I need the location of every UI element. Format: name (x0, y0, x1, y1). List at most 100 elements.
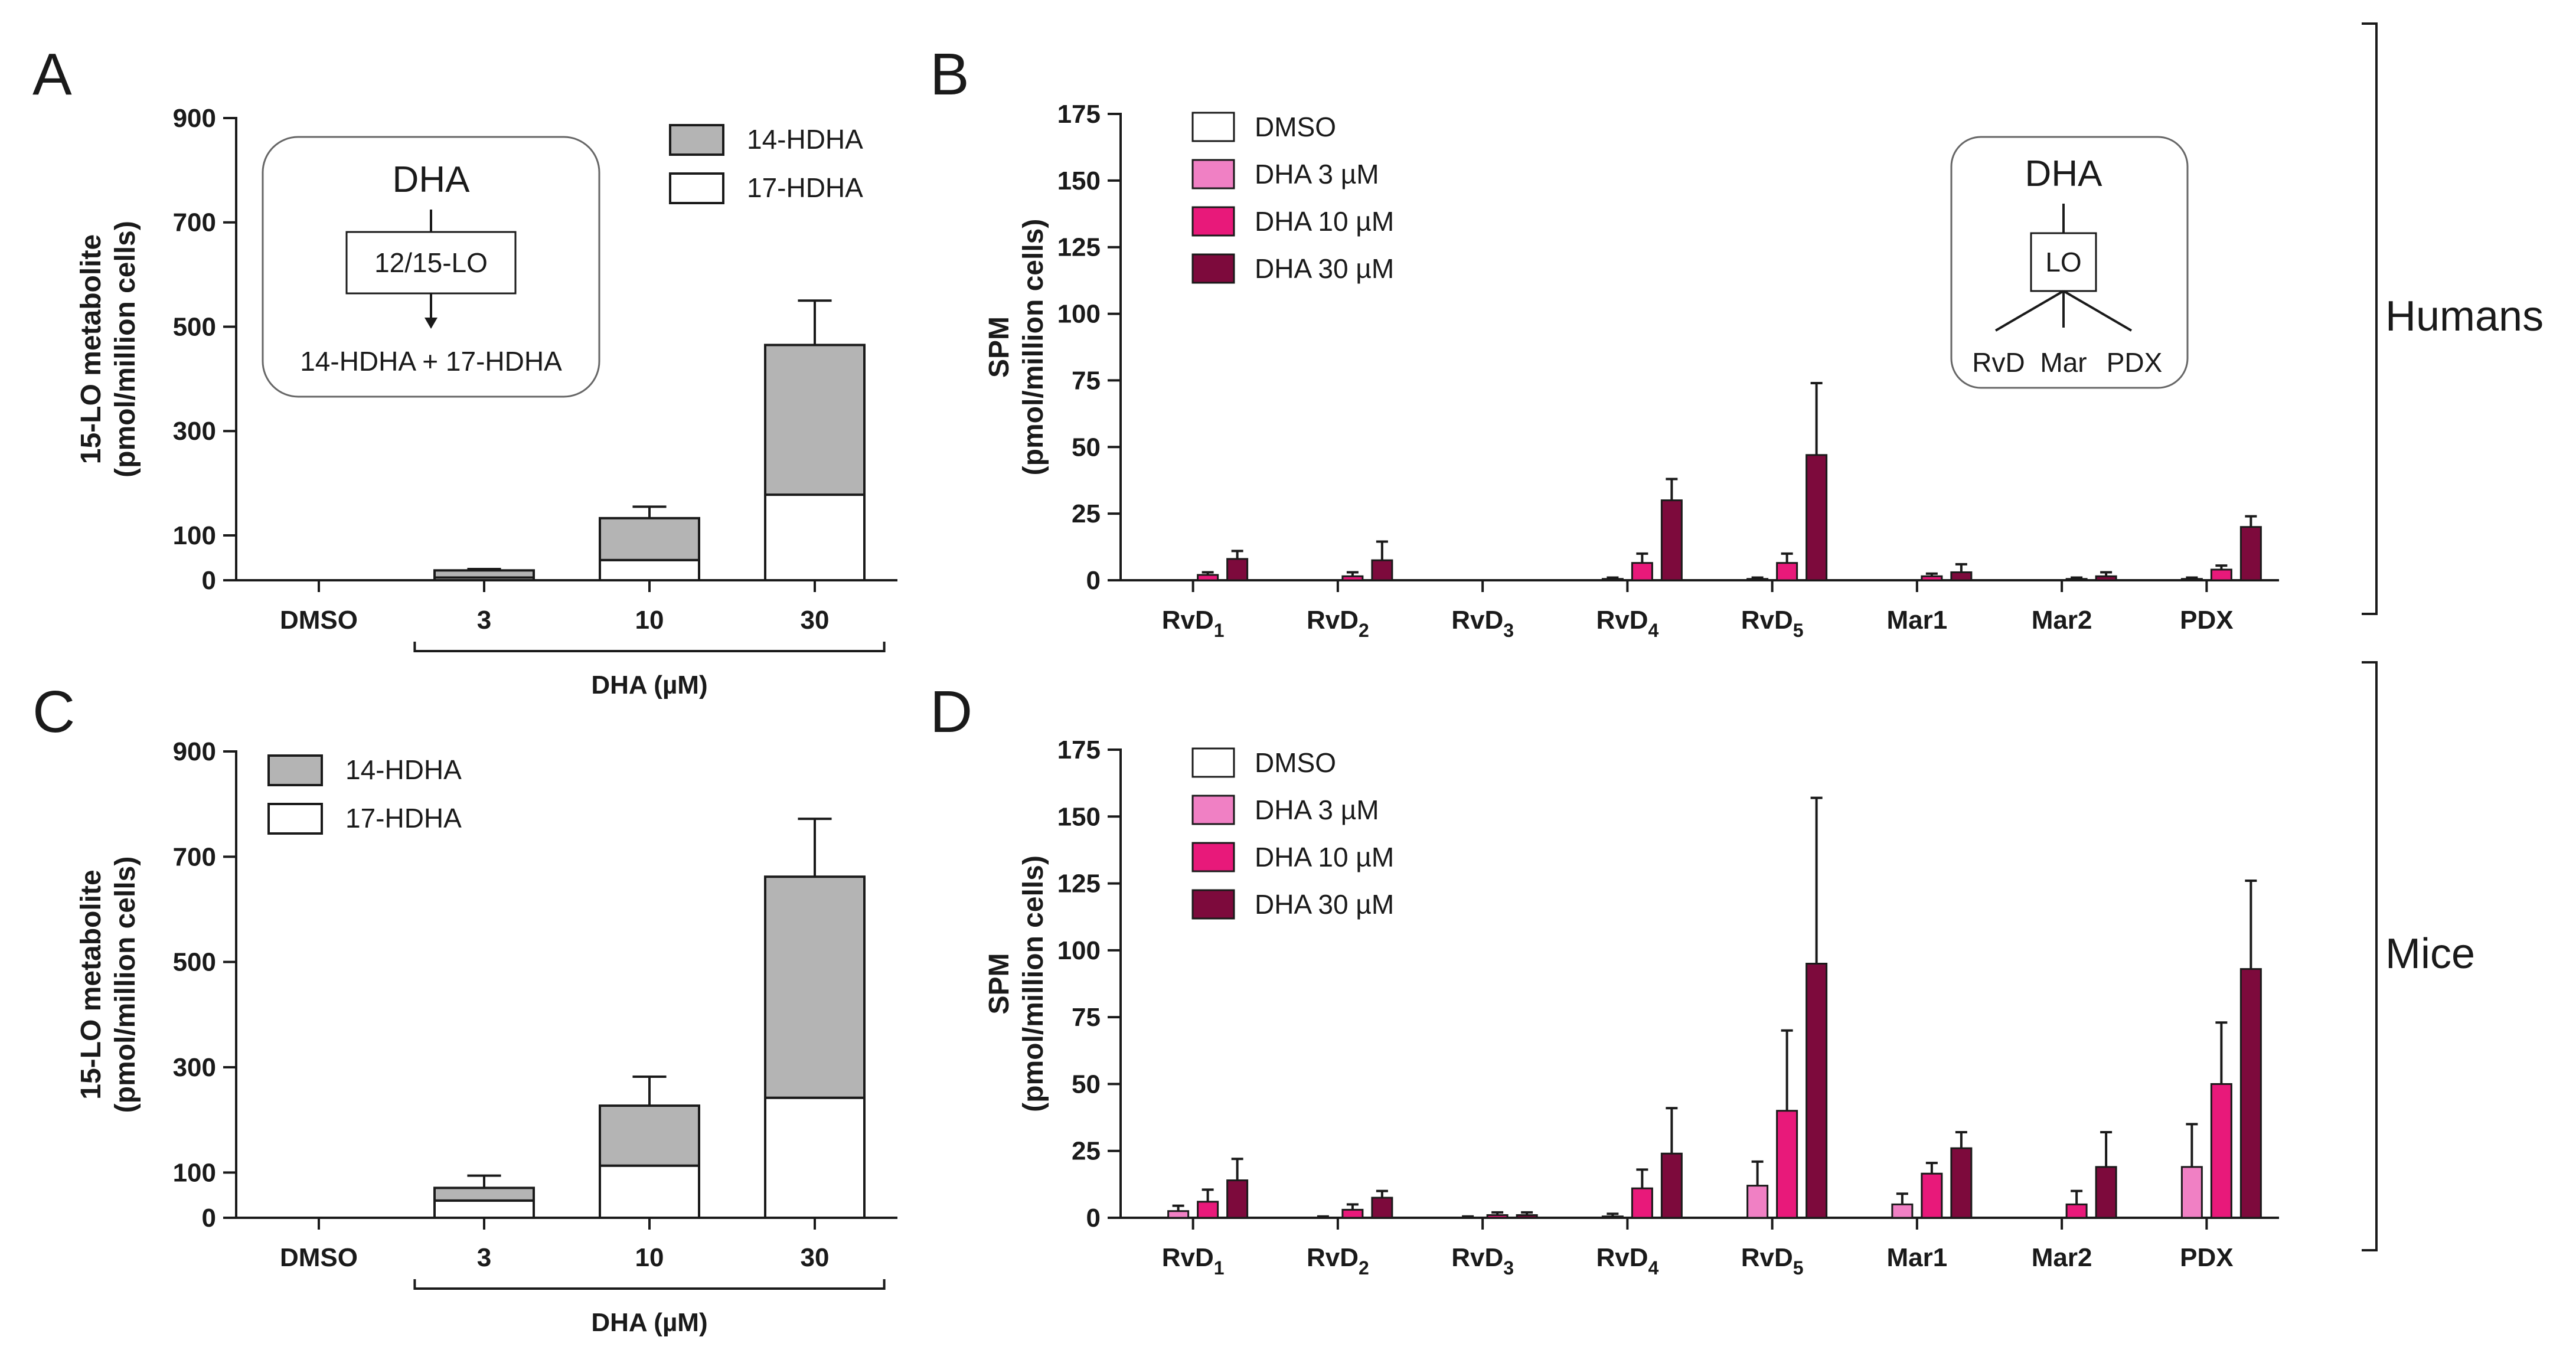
panel-c-y-tick-label: 300 (173, 1053, 216, 1082)
panel-b-legend-swatch-dha-10-m (1191, 206, 1235, 237)
species-label-mice: Mice (2385, 930, 2475, 978)
panel-d-x-tick-label-subscript: 5 (1793, 1257, 1804, 1279)
panel-a-y-axis-label-line2: (pmol/million cells) (110, 221, 141, 478)
panel-d-bar-dha-3-m-mar1 (1891, 1203, 1914, 1219)
panel-c-bar-14-hdha-30 (764, 875, 866, 1099)
panel-d-x-tick-label-main: RvD (1451, 1243, 1503, 1272)
panel-b-bar-dha-30-m-rvd4 (1660, 499, 1683, 581)
panel-d-legend-label-dha-30-m: DHA 30 µM (1255, 889, 1394, 920)
species-label-humans: Humans (2385, 293, 2544, 340)
panel-b-inset-product-pdx: PDX (2107, 347, 2163, 378)
panel-c-chart: 15-LO metabolite (pmol/million cells) 0 100… (76, 737, 897, 1337)
panel-d-y-tick-label: 175 (1057, 736, 1101, 764)
panel-a-group-bracket (413, 642, 886, 652)
panel-b-x-tick-label-subscript: 3 (1503, 620, 1514, 641)
panel-a-y-tick-label: 100 (173, 521, 216, 550)
panel-a-inset-title: DHA (393, 159, 471, 200)
panel-b-bar-dha-30-m-rvd2 (1371, 559, 1393, 581)
panel-b-x-tick-label-subscript: 2 (1359, 620, 1369, 641)
panel-b-bar-dha-3-m-rvd4 (1601, 578, 1624, 581)
panel-d-bar-dha-10-m-pdx (2210, 1083, 2232, 1219)
panel-d-bar-dha-10-m-rvd1 (1197, 1201, 1219, 1219)
panel-c-legend-label-14-hdha: 14-HDHA (345, 754, 462, 785)
panel-d-x-tick-label-mar2: Mar2 (2032, 1243, 2092, 1272)
panel-d-bar-dha-30-m-rvd1 (1226, 1179, 1249, 1219)
panel-d-x-tick-label-main: Mar1 (1887, 1243, 1948, 1272)
panel-d-x-tick-label-rvd3: RvD3 (1451, 1243, 1514, 1279)
panel-d-y-tick-label: 75 (1072, 1003, 1101, 1032)
panel-d-y-tick-label: 125 (1057, 870, 1101, 898)
panel-d-x-tick-label-rvd1: RvD1 (1162, 1243, 1225, 1279)
mice-bracket (2362, 661, 2378, 1251)
panel-c-bar-17-hdha-30 (764, 1096, 866, 1220)
panel-b-x-tick-label-mar2: Mar2 (2032, 606, 2092, 635)
panel-c-bar-14-hdha-3 (433, 1186, 535, 1202)
panel-b-legend-label-dmso: DMSO (1255, 112, 1336, 142)
panel-b-x-tick-label-subscript: 1 (1214, 620, 1225, 641)
panel-a-y-tick-label: 300 (173, 417, 216, 446)
panel-a-legend-label-17-hdha: 17-HDHA (747, 172, 863, 203)
panel-c-y-axis-label-line1: 15-LO metabolite (76, 870, 107, 1099)
panel-b-x-tick-label-subscript: 4 (1648, 620, 1658, 641)
panel-b-bar-dha-30-m-rvd5 (1806, 454, 1828, 581)
panel-b-bar-dha-10-m-rvd1 (1197, 574, 1219, 581)
panel-d-bar-dha-10-m-rvd4 (1631, 1187, 1653, 1219)
panel-b-legend-swatch-dmso (1191, 112, 1235, 142)
panel-c-group-label: DHA (µM) (591, 1308, 707, 1337)
panel-a-x-tick-label-dmso: DMSO (280, 606, 358, 635)
humans-bracket (2362, 22, 2378, 615)
panel-b-y-tick-label: 75 (1072, 366, 1101, 395)
panel-b-bar-dha-10-m-mar2 (2065, 578, 2088, 581)
panel-a-bar-14-hdha-3 (433, 569, 535, 579)
panel-c-x-tick-label-dmso: DMSO (280, 1243, 358, 1272)
panel-b-bar-dha-3-m-rvd5 (1746, 578, 1769, 581)
panel-a-x-tick-label-10: 10 (635, 606, 664, 635)
panel-b-x-tick-label-rvd1: RvD1 (1162, 606, 1225, 641)
panel-d-bar-dha-30-m-rvd5 (1806, 963, 1828, 1219)
panel-a-y-axis-label-line1: 15-LO metabolite (76, 234, 107, 464)
panel-b-y-tick-label: 150 (1057, 166, 1101, 195)
panel-d-chart: SPM (pmol/million cells)02550751001251501… (984, 736, 2279, 1279)
panel-b-bar-dha-30-m-mar1 (1950, 571, 1973, 581)
panel-b-bar-dha-30-m-mar2 (2095, 575, 2117, 581)
panel-d-bar-dha-10-m-mar1 (1921, 1172, 1943, 1219)
panel-c-y-tick-label: 0 (202, 1204, 216, 1233)
panel-letter-b: B (930, 41, 969, 107)
panel-d-legend-swatch-dha-30-m (1191, 889, 1235, 920)
panel-d-bar-dha-3-m-pdx (2180, 1166, 2203, 1219)
panel-b-legend-label-dha-3-m: DHA 3 µM (1255, 159, 1379, 189)
panel-b-y-axis-label: SPM (pmol/million cells) (984, 219, 1049, 476)
panel-b-x-tick-label-rvd5: RvD5 (1741, 606, 1804, 641)
panel-d-bar-dha-30-m-mar2 (2095, 1166, 2117, 1219)
panel-letter-c: C (32, 679, 75, 745)
panel-b-inset-enzyme: LO (2045, 247, 2081, 277)
panel-b-y-tick-label: 125 (1057, 233, 1101, 262)
panel-d-bar-dha-10-m-rvd5 (1776, 1110, 1798, 1219)
panel-d-x-tick-label-subscript: 4 (1648, 1257, 1658, 1279)
panel-d-y-tick-label: 25 (1072, 1137, 1101, 1166)
panel-a-inset-products: 14-HDHA + 17-HDHA (300, 346, 562, 377)
panel-b-chart: SPM (pmol/million cells)02550751001251501… (984, 100, 2279, 641)
panel-a-chart: 15-LO metabolite (pmol/million cells) 0 100… (76, 104, 897, 699)
panel-d-bar-dha-30-m-mar1 (1950, 1147, 1973, 1219)
panel-d-x-tick-label-mar1: Mar1 (1887, 1243, 1948, 1272)
panel-d-legend-swatch-dmso (1191, 747, 1235, 778)
panel-b-bar-dha-30-m-rvd1 (1226, 558, 1249, 581)
panel-b-x-tick-label-main: Mar2 (2032, 606, 2092, 635)
panel-b-bar-dha-10-m-rvd4 (1631, 562, 1653, 581)
panel-a-x-tick-label-30: 30 (801, 606, 830, 635)
panel-b-bar-dha-10-m-rvd5 (1776, 562, 1798, 581)
panel-d-x-tick-label-main: RvD (1596, 1243, 1648, 1272)
panel-letter-a: A (32, 41, 72, 107)
panel-d-y-axis-label-line1: SPM (984, 953, 1015, 1014)
panel-d-x-tick-label-rvd2: RvD2 (1307, 1243, 1369, 1279)
panel-b-inset-title: DHA (2025, 153, 2103, 194)
panel-d-x-tick-label-main: Mar2 (2032, 1243, 2092, 1272)
panel-a-x-tick-label-3: 3 (477, 606, 491, 635)
panel-d-legend-swatch-dha-3-m (1191, 795, 1235, 825)
panel-b-y-tick-label: 175 (1057, 100, 1101, 129)
panel-d-legend-swatch-dha-10-m (1191, 842, 1235, 872)
panel-c-x-tick-label-30: 30 (801, 1243, 830, 1272)
panel-b-y-axis-label-line1: SPM (984, 316, 1015, 378)
